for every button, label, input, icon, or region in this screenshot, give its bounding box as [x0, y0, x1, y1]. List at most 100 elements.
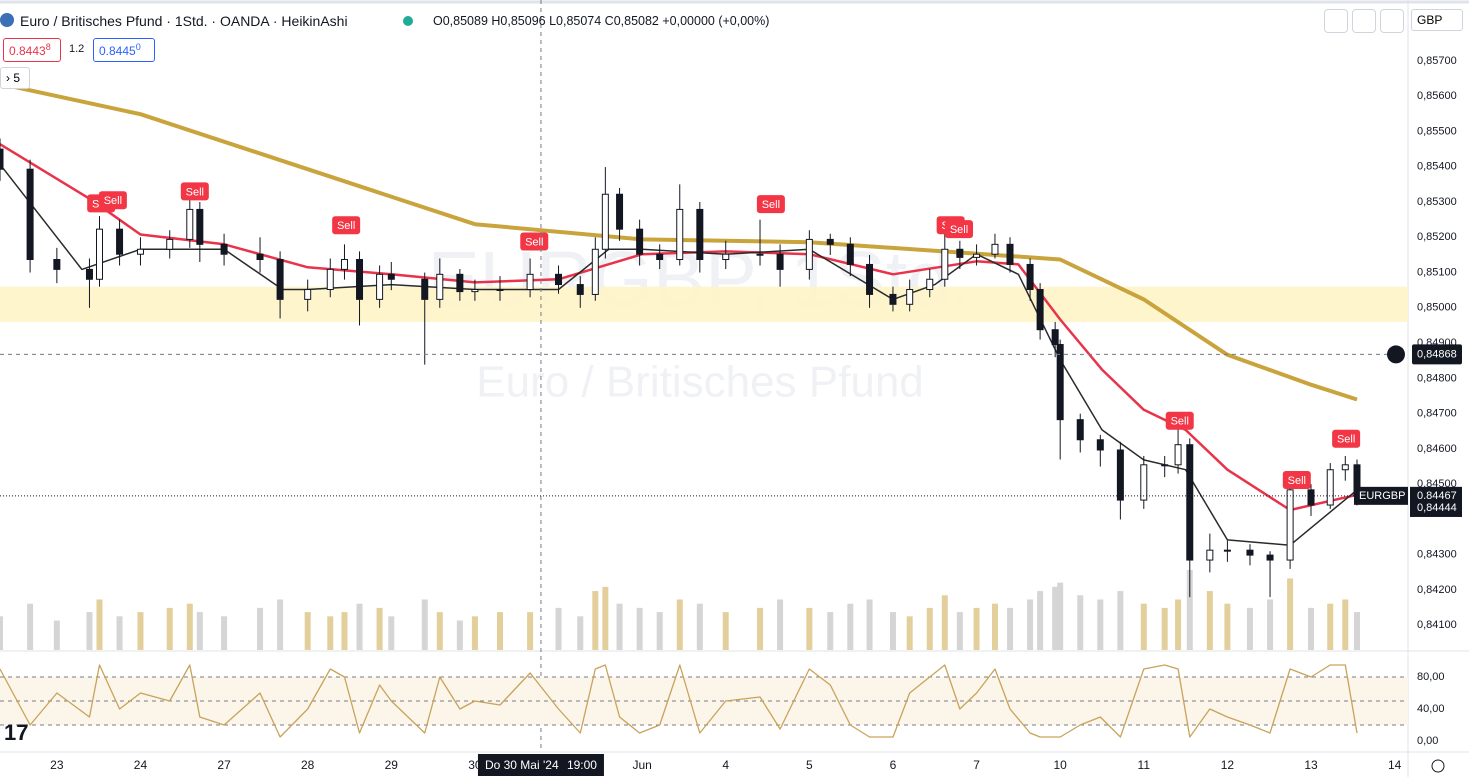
second-price-box: [1410, 498, 1462, 517]
volume-bar: [866, 599, 873, 650]
candle-body: [526, 273, 534, 290]
volume-bar: [327, 616, 334, 650]
volume-bar: [956, 612, 963, 650]
y-tick-label: 0,85200: [1417, 231, 1457, 243]
y-tick-label: 0,85400: [1417, 161, 1457, 173]
candle-body: [0, 148, 4, 170]
x-tick-label: 28: [301, 758, 315, 772]
candle-body: [1174, 444, 1182, 466]
volume-bar: [27, 603, 34, 650]
volume-bar: [1117, 591, 1124, 650]
volume-bar: [1267, 599, 1274, 650]
sell-marker: [945, 220, 974, 239]
volume-bar: [577, 616, 584, 650]
y-tick-label: 0,84800: [1417, 372, 1457, 384]
volume-bar: [1206, 591, 1213, 650]
volume-bar: [941, 595, 948, 650]
y-tick-label: 0,85600: [1417, 90, 1457, 102]
close-button[interactable]: [1352, 9, 1376, 33]
currency: GBP: [1417, 13, 1443, 27]
candle-body: [1116, 449, 1124, 501]
symbol-logo: [0, 13, 14, 27]
sell-sup: 8: [45, 42, 51, 52]
candle-body: [826, 238, 834, 245]
x-tick-label: 7: [973, 758, 980, 772]
candle-body: [26, 168, 34, 261]
sell-label: Sell: [337, 220, 355, 232]
candle-body: [805, 238, 813, 270]
volume-bar: [388, 616, 395, 650]
second-price: 0,84444: [1417, 502, 1457, 514]
volume-bar: [304, 612, 311, 650]
volume-bar: [1327, 603, 1334, 650]
candle-body: [1076, 419, 1084, 441]
indicator-count: 5: [13, 71, 21, 85]
volume-bar: [341, 612, 348, 650]
candle-body: [1266, 554, 1274, 561]
candle-body: [256, 253, 264, 261]
sell-marker: [520, 232, 549, 251]
sell-marker: [1165, 411, 1194, 430]
volume-bar: [1037, 591, 1044, 650]
spread: 1.2: [69, 43, 85, 55]
volume-bar: [636, 607, 643, 650]
x-tick-label: 12: [1221, 758, 1235, 772]
candle-body: [676, 208, 684, 261]
x-tick-label: 24: [134, 758, 148, 772]
volume-bar: [1287, 578, 1294, 650]
sell-label: Sell: [186, 186, 204, 198]
candle-body: [220, 243, 228, 255]
volume-bar: [616, 603, 623, 650]
y2-tick-label: 40,00: [1417, 703, 1445, 715]
candle-body: [496, 288, 504, 291]
candle-body: [456, 273, 464, 293]
sell-button[interactable]: 0.84438: [3, 38, 61, 62]
buy-button[interactable]: 0.84450: [93, 38, 155, 62]
buy-sup: 0: [135, 42, 141, 52]
candle-body: [941, 248, 949, 280]
y2-tick-label: 0,00: [1417, 735, 1438, 747]
sell-marker: [1282, 470, 1311, 489]
candle-body: [95, 228, 103, 280]
volume-bar: [555, 607, 562, 650]
volume-bar: [96, 599, 103, 650]
volume-bar: [656, 612, 663, 650]
candle-body: [956, 248, 964, 258]
sync-button[interactable]: [1380, 9, 1404, 33]
tv-logo: 17: [4, 720, 29, 745]
currency-select[interactable]: GBP: [1411, 9, 1463, 31]
candle-body: [186, 208, 194, 240]
down-button[interactable]: [1324, 9, 1348, 33]
indicator-toggle[interactable]: › 5: [0, 67, 30, 89]
candle-body: [1206, 549, 1214, 561]
symbol-tag-box: [1354, 486, 1408, 505]
candle-body: [991, 243, 999, 255]
volume-bar: [1077, 595, 1084, 650]
y-tick-label: 0,85500: [1417, 125, 1457, 137]
candle-body: [166, 238, 174, 250]
candle-body: [1223, 549, 1231, 552]
volume-bar: [991, 603, 998, 650]
volume-bar: [806, 607, 813, 650]
volume-bar: [196, 612, 203, 650]
candle-body: [421, 278, 429, 300]
y-tick-label: 0,85000: [1417, 302, 1457, 314]
ma-line: [0, 81, 1358, 402]
volume-bar: [1057, 582, 1064, 650]
sell-label: Sell: [525, 236, 543, 248]
candle-body: [1341, 464, 1349, 471]
sell-label: Sell: [762, 199, 780, 211]
volume-bar: [757, 607, 764, 650]
volume-bar: [116, 616, 123, 650]
candle-body: [1326, 469, 1334, 506]
volume-bar: [166, 607, 173, 650]
x-tick-label: 10: [1054, 758, 1068, 772]
y-tick-label: 0,84600: [1417, 443, 1457, 455]
x-tick-label: Jun: [632, 758, 651, 772]
candle-body: [926, 278, 934, 290]
volume-bar: [696, 603, 703, 650]
candle-body: [601, 193, 609, 250]
sell-marker: [180, 182, 209, 201]
volume-bar: [86, 612, 93, 650]
